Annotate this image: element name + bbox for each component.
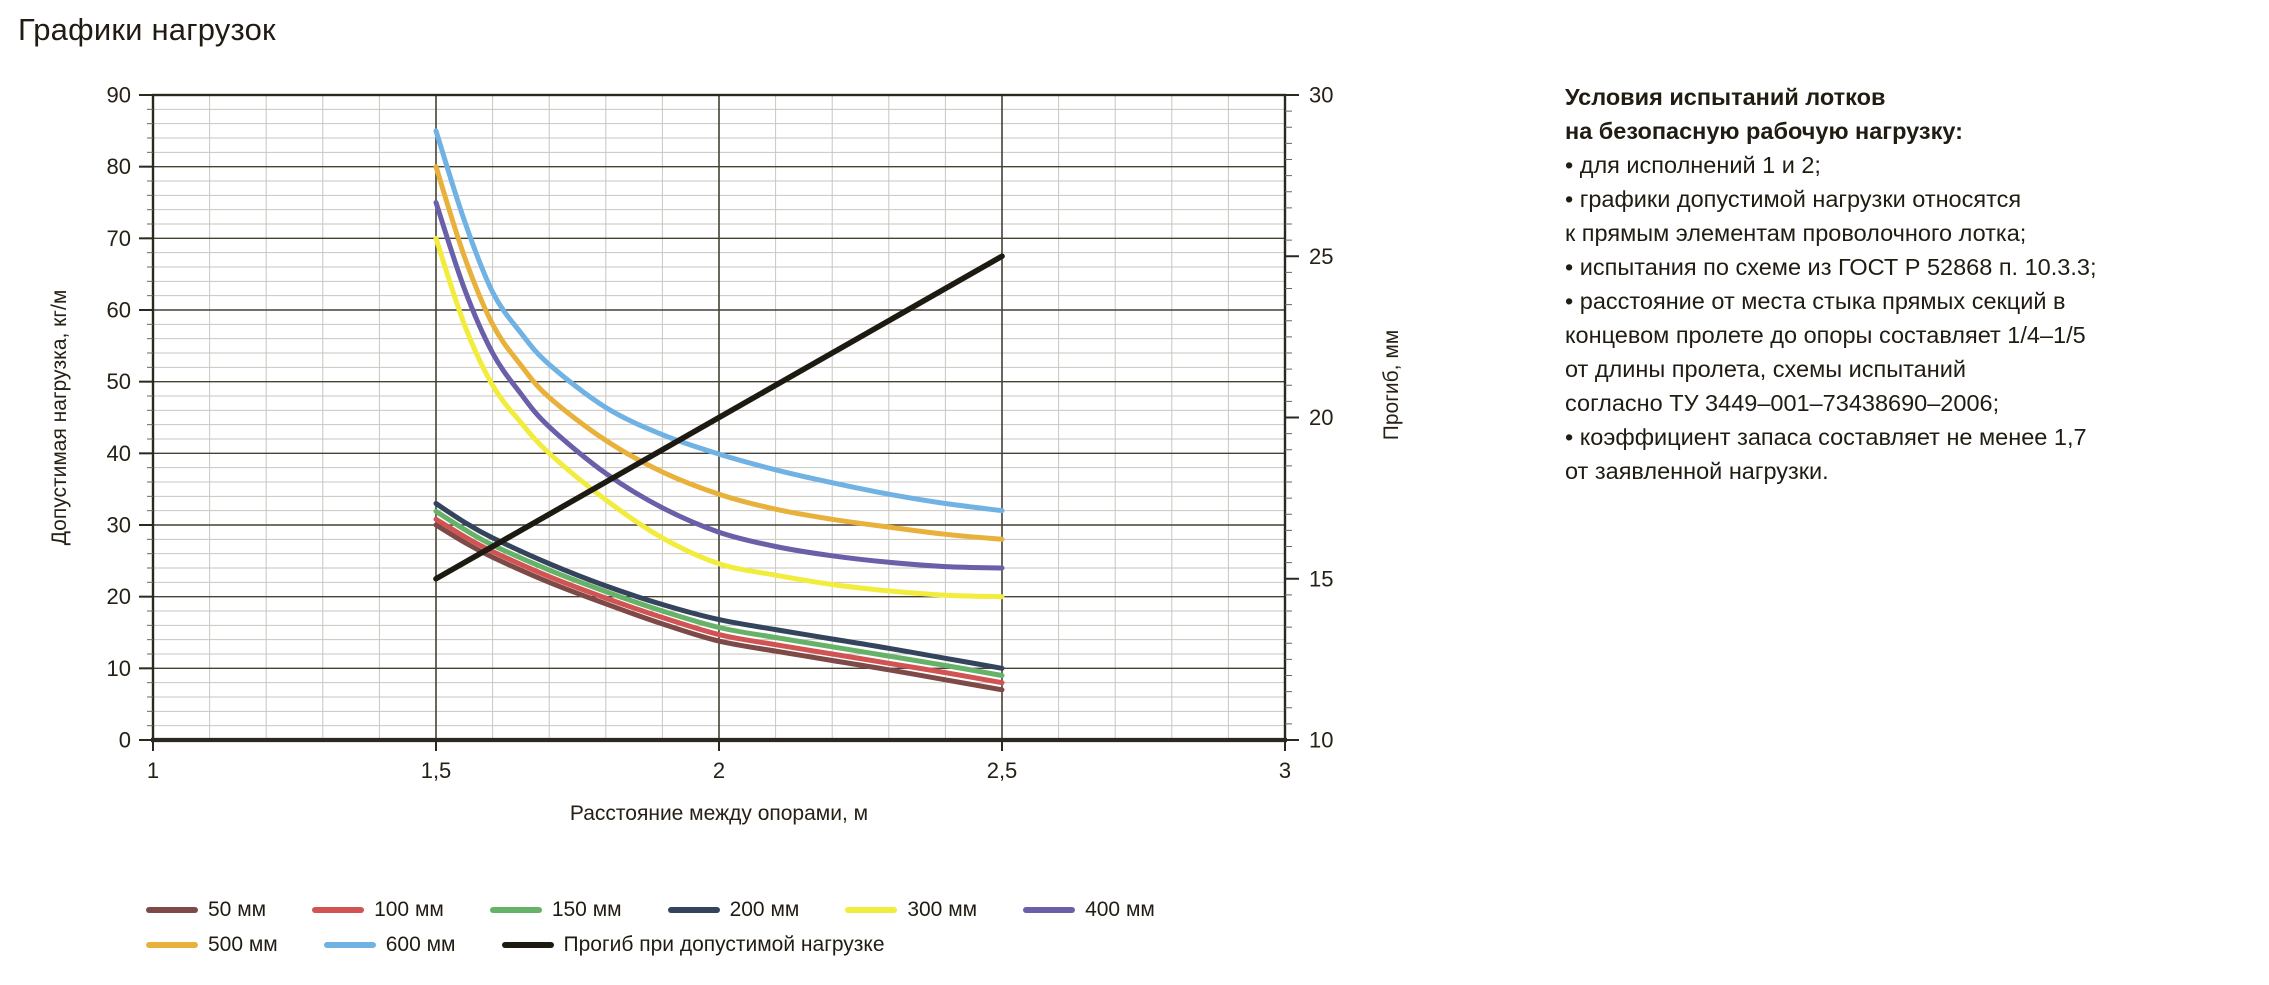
note-body-line: согласно ТУ 3449–001–73438690–2006; [1565, 390, 2000, 416]
series-curve-3 [433, 501, 1005, 671]
legend-item: 600 мм [323, 933, 456, 957]
legend-label: 200 мм [729, 898, 800, 921]
legend-item: 150 мм [489, 898, 622, 922]
y-left-tick-label: 10 [107, 656, 131, 681]
legend-swatch-icon [501, 942, 554, 948]
note-body-line: от заявленной нагрузки. [1565, 458, 1829, 484]
x-axis-tick-label: 1,5 [421, 758, 452, 783]
legend-row: 50 мм 100 мм 150 мм 200 мм 300 мм 400 мм [146, 898, 1296, 922]
legend-label: 500 мм [208, 933, 278, 956]
y-left-tick-label: 80 [107, 154, 131, 179]
y-right-tick-label: 30 [1309, 83, 1333, 108]
y-left-tick-label: 30 [107, 513, 131, 538]
legend-item: 100 мм [312, 898, 444, 922]
legend-label: 150 мм [551, 898, 622, 921]
legend-swatch-icon [146, 907, 198, 913]
series-curve-0 [433, 522, 1005, 693]
y-left-axis-title: Допустимая нагрузка, кг/м [48, 290, 71, 546]
note-body-line: от длины пролета, схемы испытаний [1565, 356, 1966, 382]
x-axis-tick-label: 2 [713, 758, 725, 783]
legend-swatch-icon [323, 942, 376, 948]
legend-label: 100 мм [374, 898, 444, 921]
x-axis-tick-label: 3 [1279, 758, 1291, 783]
y-left-tick-label: 50 [107, 369, 131, 394]
legend-label: 300 мм [907, 898, 978, 921]
legend-label: 600 мм [385, 933, 456, 956]
y-left-tick-label: 0 [119, 728, 131, 753]
chart-legend: 50 мм 100 мм 150 мм 200 мм 300 мм 400 мм 500 м… [146, 898, 1296, 957]
legend-item: 400 мм [1023, 898, 1155, 922]
note-heading-line: на безопасную рабочую нагрузку: [1565, 118, 1963, 144]
legend-swatch-icon [312, 907, 365, 913]
page-title: Графики нагрузок [18, 12, 276, 47]
note-heading-line: Условия испытаний лотков [1565, 84, 1886, 110]
y-right-tick-label: 25 [1309, 244, 1333, 269]
series-curve-2 [433, 508, 1005, 678]
legend-item: 300 мм [845, 898, 977, 922]
legend-swatch-icon [146, 942, 198, 948]
legend-label: 50 мм [208, 898, 267, 921]
y-left-tick-label: 20 [107, 584, 131, 609]
y-left-tick-label: 40 [107, 441, 131, 466]
legend-swatch-icon [845, 907, 898, 913]
series-curve-4 [433, 235, 1005, 600]
note-body-line: • для исполнений 1 и 2; [1565, 152, 1821, 178]
legend-item: Прогиб при допустимой нагрузке [501, 933, 885, 957]
legend-item: 50 мм [146, 898, 266, 922]
legend-item: 200 мм [667, 898, 800, 922]
legend-label: Прогиб при допустимой нагрузке [563, 933, 885, 956]
legend-swatch-icon [1023, 907, 1076, 913]
series-curve-8 [433, 253, 1005, 582]
note-body-line: к прямым элементам проволочного лотка; [1565, 220, 2027, 246]
y-left-tick-label: 70 [107, 226, 131, 251]
legend-label: 400 мм [1085, 898, 1155, 921]
y-right-tick-label: 15 [1309, 566, 1333, 591]
legend-row: 500 мм 600 мм Прогиб при допустимой нагруз… [146, 933, 1296, 957]
note-body-line: • испытания по схеме из ГОСТ Р 52868 п. … [1565, 254, 2097, 280]
note-body-line: концевом пролете до опоры составляет 1/4… [1565, 322, 2086, 348]
y-right-axis-title: Прогиб, мм [1380, 330, 1403, 440]
y-left-tick-label: 90 [107, 83, 131, 108]
test-conditions-note: Условия испытаний лотков на безопасную ра… [1565, 80, 2269, 488]
y-right-tick-label: 10 [1309, 728, 1333, 753]
series-curve-7 [433, 128, 1005, 514]
note-body-line: • расстояние от места стыка прямых секци… [1565, 288, 2066, 314]
x-axis-tick-label: 2,5 [987, 758, 1018, 783]
y-left-tick-label: 60 [107, 298, 131, 323]
x-axis-title: Расстояние между опорами, м [570, 802, 868, 825]
x-axis-tick-label: 1 [147, 758, 159, 783]
legend-swatch-icon [667, 907, 720, 913]
load-chart: 0 10 20 30 40 50 60 70 80 90 10 15 20 25 30 1 1,5 2 2,5 3 До… [48, 83, 1403, 826]
note-body-line: • графики допустимой нагрузки относятся [1565, 186, 2022, 212]
note-body-line: • коэффициент запаса составляет не менее… [1565, 424, 2087, 450]
y-right-tick-label: 20 [1309, 405, 1333, 430]
series-curve-6 [433, 164, 1005, 542]
legend-item: 500 мм [146, 933, 278, 957]
series-curve-5 [433, 200, 1005, 571]
legend-swatch-icon [489, 907, 542, 913]
